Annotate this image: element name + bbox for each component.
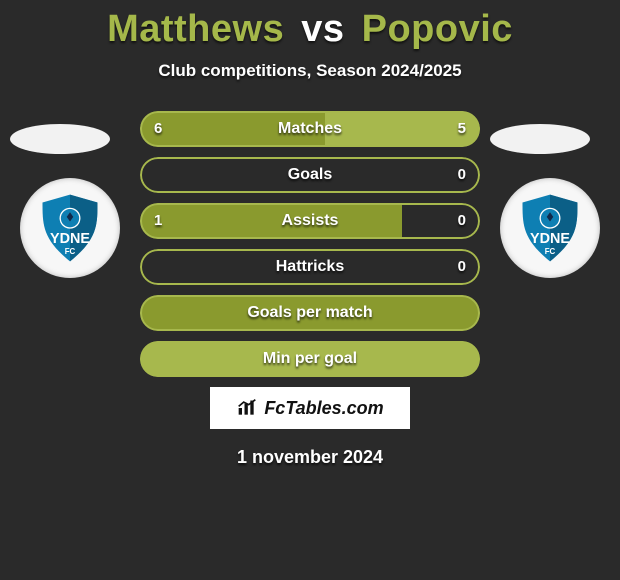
stat-row: Goals per match [140,295,480,331]
stat-value-right: 0 [458,157,466,193]
stat-value-right: 0 [458,203,466,239]
stat-label: Matches [140,111,480,147]
player1-club-badge: YDNE FC [20,178,120,278]
headline: Matthews vs Popovic [0,0,620,51]
stat-label: Goals per match [140,295,480,331]
stat-label: Hattricks [140,249,480,285]
stat-row: Min per goal [140,341,480,377]
vs-text: vs [301,8,344,50]
brand-text: FcTables.com [264,398,383,419]
club-shield-icon: YDNE FC [514,192,586,264]
stats-bars: 6 Matches 5 Goals 0 1 Assists 0 Hattrick… [140,111,480,377]
stat-row: 6 Matches 5 [140,111,480,147]
stat-row: 1 Assists 0 [140,203,480,239]
player1-photo-placeholder [10,124,110,154]
club-shield-icon: YDNE FC [34,192,106,264]
brand-chart-icon [236,398,258,418]
stat-label: Goals [140,157,480,193]
subtitle: Club competitions, Season 2024/2025 [0,61,620,81]
stat-label: Assists [140,203,480,239]
stat-row: Hattricks 0 [140,249,480,285]
stat-label: Min per goal [140,341,480,377]
svg-text:YDNE: YDNE [50,231,90,247]
stat-row: Goals 0 [140,157,480,193]
player2-club-badge: YDNE FC [500,178,600,278]
stat-value-right: 0 [458,249,466,285]
svg-text:YDNE: YDNE [530,231,570,247]
svg-text:FC: FC [545,247,556,256]
player1-name: Matthews [107,8,284,50]
stat-value-right: 5 [458,111,466,147]
svg-text:FC: FC [65,247,76,256]
infographic-container: Matthews vs Popovic Club competitions, S… [0,0,620,580]
brand-banner: FcTables.com [210,387,410,429]
player2-photo-placeholder [490,124,590,154]
date-text: 1 november 2024 [0,447,620,468]
player2-name: Popovic [362,8,513,50]
